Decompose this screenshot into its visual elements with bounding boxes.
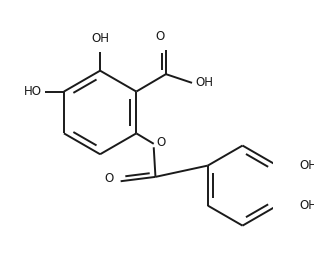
- Text: OH: OH: [196, 76, 214, 89]
- Text: HO: HO: [24, 85, 42, 98]
- Text: O: O: [155, 30, 164, 43]
- Text: O: O: [156, 135, 165, 149]
- Text: OH: OH: [91, 31, 109, 45]
- Text: OH: OH: [300, 199, 314, 212]
- Text: O: O: [105, 172, 114, 185]
- Text: OH: OH: [300, 159, 314, 172]
